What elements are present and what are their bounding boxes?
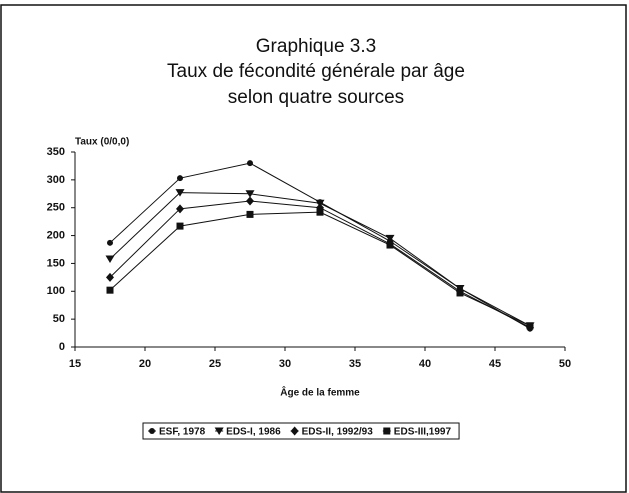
marker xyxy=(385,234,395,243)
series-line xyxy=(109,200,531,328)
legend-box xyxy=(142,422,460,440)
y-tick-label: 100 xyxy=(47,285,65,297)
x-tick-label: 50 xyxy=(559,358,571,370)
marker xyxy=(247,160,253,167)
marker xyxy=(290,426,299,436)
marker xyxy=(383,427,391,435)
x-tick-label: 35 xyxy=(349,358,361,370)
marker xyxy=(107,239,113,246)
marker xyxy=(316,208,324,216)
marker xyxy=(177,175,183,182)
y-tick-label: 200 xyxy=(47,229,65,241)
marker xyxy=(175,189,185,197)
legend-label: EDS-I, 1986 xyxy=(226,427,281,438)
marker xyxy=(246,196,254,206)
y-tick-label: 150 xyxy=(47,257,65,269)
marker xyxy=(214,427,224,435)
marker xyxy=(386,241,394,249)
chart-title: selon quatre sources xyxy=(228,87,404,108)
marker xyxy=(456,289,464,297)
y-tick-label: 50 xyxy=(53,313,65,325)
marker xyxy=(176,204,184,214)
x-tick-label: 20 xyxy=(139,358,151,370)
y-tick-label: 250 xyxy=(47,202,65,214)
marker xyxy=(526,322,534,330)
marker xyxy=(105,255,115,263)
marker xyxy=(149,428,155,434)
y-tick-label: 0 xyxy=(59,341,65,353)
y-axis-label: Taux (0/0,0) xyxy=(75,137,129,148)
y-tick-label: 300 xyxy=(47,174,65,186)
x-tick-label: 25 xyxy=(209,358,221,370)
marker xyxy=(246,210,254,218)
frame xyxy=(0,4,627,493)
legend-label: ESF, 1978 xyxy=(159,427,206,438)
chart-title: Graphique 3.3 xyxy=(256,36,376,57)
x-tick-label: 40 xyxy=(419,358,431,370)
x-tick-label: 30 xyxy=(279,358,291,370)
marker xyxy=(106,286,114,294)
x-axis-label: Âge de la femme xyxy=(280,386,360,399)
legend-label: EDS-III,1997 xyxy=(394,427,452,438)
marker xyxy=(245,190,255,198)
marker xyxy=(106,272,114,282)
x-tick-label: 45 xyxy=(489,358,501,370)
y-tick-label: 350 xyxy=(47,146,65,158)
x-tick-label: 15 xyxy=(69,358,81,370)
legend-label: EDS-II, 1992/93 xyxy=(302,427,374,438)
series-line xyxy=(109,162,531,330)
series-line xyxy=(109,211,531,327)
chart-title: Taux de fécondité générale par âge xyxy=(167,61,465,82)
marker xyxy=(176,222,184,230)
